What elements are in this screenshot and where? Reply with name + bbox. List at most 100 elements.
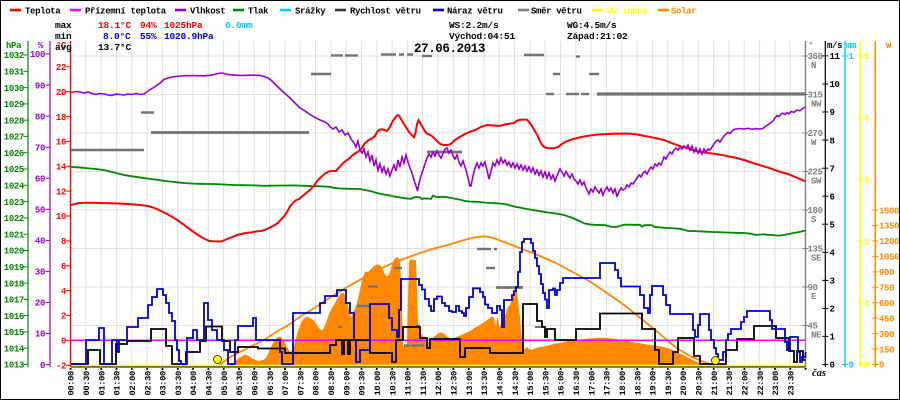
svg-text:04:30: 04:30 [205, 371, 215, 395]
svg-text:1018: 1018 [4, 279, 24, 289]
svg-text:0: 0 [40, 361, 45, 371]
svg-text:0: 0 [849, 361, 854, 371]
svg-text:Vlhkost: Vlhkost [190, 7, 225, 17]
svg-text:02:00: 02:00 [128, 371, 138, 395]
svg-text:S: S [811, 215, 817, 225]
svg-text:-2: -2 [56, 361, 66, 371]
svg-text:SE: SE [811, 254, 822, 264]
svg-text:E: E [811, 292, 817, 302]
svg-text:17:00: 17:00 [587, 371, 597, 395]
svg-text:8: 8 [61, 237, 66, 247]
svg-text:Solar: Solar [671, 7, 696, 17]
svg-text:hPa: hPa [6, 41, 22, 51]
svg-text:13.7°C: 13.7°C [98, 42, 132, 53]
svg-text:8: 8 [830, 136, 835, 146]
svg-text:3: 3 [864, 176, 869, 186]
svg-text:60: 60 [35, 174, 45, 184]
svg-text:70: 70 [35, 143, 45, 153]
svg-text:07:00: 07:00 [281, 371, 291, 395]
svg-text:300: 300 [879, 330, 894, 340]
svg-text:18:30: 18:30 [633, 371, 643, 395]
svg-text:50: 50 [35, 206, 45, 216]
svg-text:6: 6 [61, 262, 66, 272]
svg-text:0.0mm: 0.0mm [225, 20, 253, 31]
svg-text:08:00: 08:00 [312, 371, 322, 395]
svg-text:°: ° [808, 41, 813, 51]
svg-text:600: 600 [879, 299, 894, 309]
svg-text:90: 90 [35, 81, 45, 91]
svg-text:0: 0 [864, 361, 869, 371]
svg-text:09:30: 09:30 [358, 371, 368, 395]
svg-text:1025: 1025 [4, 165, 24, 175]
svg-text:NE: NE [811, 331, 822, 341]
svg-text:55%: 55% [140, 31, 157, 42]
svg-text:Teplota: Teplota [25, 7, 61, 17]
svg-text:1350: 1350 [879, 222, 899, 232]
svg-text:1023: 1023 [4, 198, 24, 208]
svg-text:1027: 1027 [4, 133, 24, 143]
svg-text:18.1°C: 18.1°C [98, 20, 132, 31]
svg-text:06:00: 06:00 [250, 371, 260, 395]
svg-text:%: % [38, 41, 44, 51]
svg-text:19:30: 19:30 [664, 371, 674, 395]
svg-text:05:00: 05:00 [220, 371, 230, 395]
svg-text:2: 2 [864, 237, 869, 247]
svg-text:WG:4.5m/s: WG:4.5m/s [567, 20, 617, 31]
svg-text:avg: avg [55, 42, 72, 53]
svg-text:06:30: 06:30 [266, 371, 276, 395]
svg-text:19:00: 19:00 [649, 371, 659, 395]
svg-text:1032: 1032 [4, 51, 24, 61]
svg-text:180: 180 [808, 206, 823, 216]
svg-text:100: 100 [30, 50, 45, 60]
svg-text:05:30: 05:30 [235, 371, 245, 395]
svg-text:21:30: 21:30 [725, 371, 735, 395]
svg-text:9: 9 [830, 108, 835, 118]
svg-text:11: 11 [830, 52, 841, 62]
svg-text:27.06.2013: 27.06.2013 [414, 42, 485, 56]
svg-text:5: 5 [830, 220, 835, 230]
svg-text:94%: 94% [140, 20, 157, 31]
svg-text:20: 20 [35, 299, 45, 309]
svg-text:NW: NW [811, 100, 822, 110]
svg-text:1016: 1016 [4, 312, 24, 322]
svg-text:1021: 1021 [4, 230, 25, 240]
svg-text:01:00: 01:00 [97, 371, 107, 395]
svg-text:750: 750 [879, 284, 894, 294]
svg-text:2: 2 [61, 312, 66, 322]
svg-text:Západ:21:02: Západ:21:02 [567, 31, 628, 42]
svg-text:90: 90 [808, 283, 818, 293]
svg-text:12:00: 12:00 [434, 371, 444, 395]
svg-text:02:30: 02:30 [143, 371, 153, 395]
svg-text:20:00: 20:00 [679, 371, 689, 395]
svg-text:1: 1 [830, 333, 836, 343]
svg-text:10:00: 10:00 [373, 371, 383, 395]
svg-text:1014: 1014 [4, 344, 25, 354]
svg-text:7: 7 [830, 164, 835, 174]
svg-text:15:00: 15:00 [526, 371, 536, 395]
svg-text:16:30: 16:30 [572, 371, 582, 395]
svg-text:135: 135 [808, 245, 823, 255]
svg-text:0: 0 [830, 361, 835, 371]
svg-text:UV index: UV index [607, 7, 648, 17]
svg-text:2: 2 [830, 305, 835, 315]
svg-text:03:30: 03:30 [174, 371, 184, 395]
svg-text:1020: 1020 [4, 247, 24, 257]
svg-text:11:30: 11:30 [419, 371, 429, 395]
svg-text:08:30: 08:30 [327, 371, 337, 395]
svg-text:450: 450 [879, 314, 894, 324]
svg-text:1024: 1024 [4, 182, 25, 192]
svg-text:00:30: 00:30 [82, 371, 92, 395]
svg-text:čas: čas [812, 368, 826, 379]
svg-text:11:00: 11:00 [404, 371, 414, 395]
svg-text:Směr větru: Směr větru [531, 7, 582, 17]
svg-text:8.0°C: 8.0°C [103, 31, 131, 42]
svg-text:22: 22 [56, 63, 66, 73]
svg-text:1017: 1017 [4, 296, 24, 306]
svg-text:315: 315 [808, 91, 823, 101]
svg-text:04:00: 04:00 [189, 371, 199, 395]
svg-text:WS:2.2m/s: WS:2.2m/s [449, 20, 499, 31]
svg-text:22:30: 22:30 [756, 371, 766, 395]
svg-text:1028: 1028 [4, 116, 24, 126]
svg-text:40: 40 [35, 237, 45, 247]
svg-text:mm: mm [846, 41, 857, 51]
